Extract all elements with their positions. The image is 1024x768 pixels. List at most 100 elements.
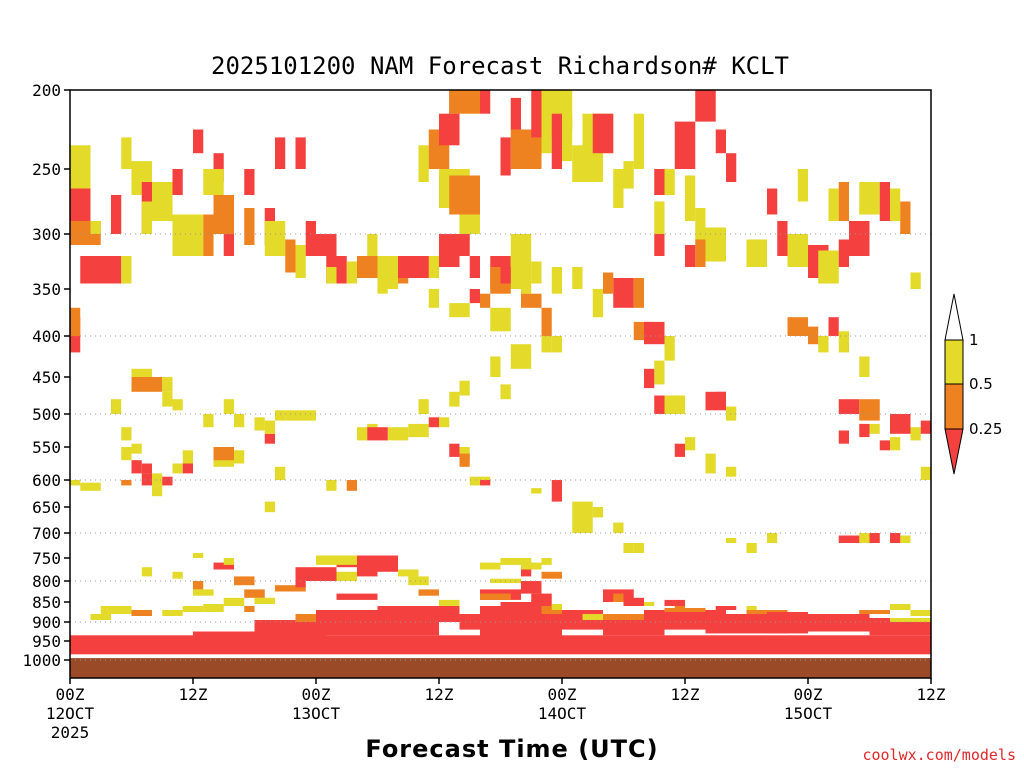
heatmap-cell (234, 450, 245, 464)
heatmap-cell (326, 267, 337, 284)
y-tick-label: 400 (32, 327, 61, 346)
heatmap-cell (254, 597, 275, 604)
heatmap-cell (111, 195, 122, 234)
heatmap-cell (674, 443, 685, 457)
heatmap-cell (551, 480, 562, 502)
heatmap-cell (398, 256, 429, 278)
heatmap-cell (685, 245, 696, 267)
heatmap-cell (193, 553, 204, 558)
heatmap-cell (449, 175, 480, 215)
heatmap-cell (182, 463, 193, 474)
heatmap-cell (346, 261, 357, 284)
heatmap-cell (469, 256, 480, 278)
heatmap-cell (582, 614, 603, 620)
heatmap-cell (654, 169, 665, 195)
heatmap-cell (336, 593, 357, 600)
heatmap-cell (285, 410, 296, 421)
heatmap-cell (480, 562, 501, 570)
heatmap-cell (418, 589, 439, 596)
heatmap-cell (70, 639, 193, 649)
heatmap-cell (213, 447, 234, 461)
y-tick-label: 250 (32, 160, 61, 179)
heatmap-cell (121, 427, 132, 441)
y-tick-label: 850 (32, 593, 61, 612)
heatmap-cell (500, 602, 552, 614)
x-tick-label: 12OCT (46, 704, 95, 723)
heatmap-cell (551, 336, 562, 353)
heatmap-cell (162, 391, 173, 407)
heatmap-cell (767, 533, 778, 543)
heatmap-cell (203, 414, 214, 428)
heatmap-cell (264, 433, 275, 444)
heatmap-cell (521, 567, 532, 577)
heatmap-cell (490, 356, 501, 377)
heatmap-cell (275, 410, 286, 421)
heatmap-cell (223, 234, 234, 256)
heatmap-cell (541, 307, 552, 336)
y-tick-label: 550 (32, 438, 61, 457)
heatmap-cell (767, 612, 808, 634)
heatmap-cell (654, 234, 665, 256)
heatmap-cell (295, 581, 306, 588)
x-tick-label: 12Z (179, 685, 208, 704)
heatmap-cell (818, 336, 829, 353)
heatmap-cell (531, 593, 552, 602)
heatmap-cell (920, 466, 931, 480)
heatmap-cell (603, 272, 614, 294)
heatmap-cell (705, 227, 726, 262)
heatmap-cell (418, 399, 429, 414)
heatmap-cell (623, 597, 644, 606)
heatmap-cell (357, 427, 368, 441)
x-tick-label: 00Z (794, 685, 823, 704)
x-tick-label: 12Z (425, 685, 454, 704)
heatmap-cell (920, 420, 931, 434)
y-tick-label: 350 (32, 280, 61, 299)
heatmap-cell (664, 336, 675, 361)
heatmap-cell (244, 208, 255, 245)
heatmap-cell (644, 321, 665, 345)
legend-arrow-bottom (944, 428, 964, 475)
heatmap-cell (695, 208, 706, 240)
heatmap-cell (480, 90, 491, 114)
heatmap-cell (726, 538, 737, 543)
heatmap-cell (715, 129, 726, 154)
heatmap-cell (890, 533, 901, 543)
heatmap-cell (859, 356, 870, 377)
heatmap-cell (459, 453, 470, 467)
heatmap-cell (357, 593, 378, 600)
credit-link[interactable]: coolwx.com/models (862, 746, 1016, 764)
heatmap-cell (90, 221, 101, 234)
heatmap-cell (613, 593, 624, 602)
heatmap-cell (767, 188, 778, 215)
heatmap-cell (521, 267, 532, 294)
heatmap-cell (551, 267, 562, 294)
heatmap-cell (131, 610, 152, 616)
heatmap-cell (70, 188, 91, 221)
x-tick-label: 15OCT (784, 704, 833, 723)
heatmap-cell (480, 480, 491, 486)
heatmap-cell (111, 399, 122, 414)
heatmap-cell (213, 562, 234, 570)
heatmap-cell (100, 606, 132, 614)
heatmap-cell (633, 278, 644, 308)
legend-label: 0.5 (969, 375, 993, 393)
chart-title: 2025101200 NAM Forecast Richardson# KCLT (211, 52, 789, 80)
heatmap-cell (541, 336, 552, 353)
heatmap-cell (182, 450, 193, 464)
heatmap-cell (838, 239, 849, 267)
heatmap-cell (162, 377, 173, 392)
heatmap-cell (172, 463, 183, 474)
heatmap-cell (849, 221, 870, 256)
heatmap-cell (223, 597, 245, 606)
heatmap-cell (705, 453, 716, 474)
heatmap-cell (398, 569, 419, 577)
heatmap-cell (80, 482, 101, 491)
heatmap-cell (490, 307, 511, 332)
heatmap-cell (141, 567, 152, 577)
heatmap-cell (152, 473, 163, 486)
heatmap-cell (838, 182, 849, 221)
heatmap-cell (254, 417, 265, 431)
heatmap-cell (244, 169, 255, 195)
